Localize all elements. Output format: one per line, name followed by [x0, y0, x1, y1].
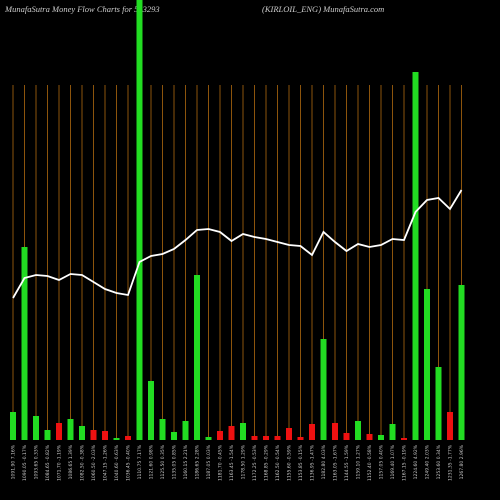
- x-tick-label: 1267.80 2.96%: [459, 444, 465, 479]
- x-tick-label: 1168.85 -0.29%: [264, 444, 270, 481]
- x-tick-label: 1036.45 -0.40%: [126, 444, 132, 481]
- bar: [228, 426, 235, 440]
- bar: [274, 436, 281, 440]
- x-tick-label: 1162.50 -0.54%: [275, 444, 281, 481]
- x-tick-label: 1090.05 -0.17%: [22, 444, 28, 481]
- x-tick-label: 1144.55 -1.59%: [344, 444, 350, 481]
- bar: [240, 423, 246, 440]
- chart-title: MunafaSutra Money Flow Charts for 533293: [4, 4, 160, 14]
- x-tick-label: 1186.65 2.28%: [195, 444, 201, 479]
- x-tick-label: 1187.05 0.03%: [206, 444, 212, 479]
- x-tick-label: 1224.60 4.92%: [413, 444, 419, 479]
- bar: [297, 437, 304, 440]
- bar: [79, 426, 85, 440]
- x-tick-label: 1167.15 -0.19%: [402, 444, 408, 481]
- x-tick-label: 1060.50 -2.03%: [91, 444, 97, 481]
- bar: [435, 367, 442, 440]
- bar: [67, 419, 74, 440]
- bar: [458, 285, 465, 440]
- bar: [286, 428, 292, 440]
- bar: [205, 437, 212, 440]
- x-tick-label: 1181.70 -0.45%: [218, 444, 224, 481]
- bar: [366, 434, 373, 440]
- x-tick-label: 1159.10 1.27%: [356, 444, 362, 479]
- x-tick-label: 1047.15 -1.26%: [103, 444, 109, 481]
- bar: [217, 431, 223, 440]
- bar: [171, 432, 177, 440]
- x-tick-label: 1093.65 0.33%: [34, 444, 40, 479]
- bar: [332, 423, 338, 440]
- chart-subtitle: (KIRLOIL_ENG) MunafaSutra.com: [262, 4, 384, 14]
- x-tick-label: 1135.05 0.85%: [172, 444, 178, 479]
- bar: [447, 412, 453, 440]
- bar: [320, 339, 327, 440]
- bar: [401, 438, 407, 440]
- bar: [424, 289, 430, 440]
- x-tick-label: 1121.60 0.98%: [149, 444, 155, 479]
- x-tick-label: 1155.60 -0.59%: [287, 444, 293, 481]
- bar: [21, 247, 28, 440]
- x-tick-label: 1157.05 0.40%: [379, 444, 385, 479]
- x-tick-label: 1253.60 0.34%: [436, 444, 442, 479]
- bar: [194, 275, 200, 440]
- bar: [378, 435, 384, 440]
- bar: [90, 430, 97, 440]
- bar: [389, 424, 396, 440]
- x-tick-label: 1172.25 -0.53%: [252, 444, 258, 481]
- bar: [136, 0, 143, 440]
- bar: [125, 436, 131, 440]
- x-tick-label: 1084.65 -0.82%: [45, 444, 51, 481]
- bar: [33, 416, 39, 440]
- x-tick-label: 1182.80 4.03%: [321, 444, 327, 479]
- x-tick-label: 1040.60 -0.63%: [114, 444, 120, 481]
- bar: [355, 421, 361, 440]
- x-tick-label: 1153.85 -0.15%: [298, 444, 304, 481]
- x-tick-label: 1136.95 -1.47%: [310, 444, 316, 481]
- x-tick-label: 1125.50 0.35%: [160, 444, 166, 479]
- x-tick-label: 1091.90 7.16%: [11, 444, 17, 479]
- x-tick-label: 1163.45 -1.54%: [229, 444, 235, 481]
- bar: [159, 419, 166, 440]
- money-flow-line: [12, 189, 463, 299]
- bar: [182, 421, 189, 440]
- x-tick-label: 1071.70 -1.19%: [57, 444, 63, 481]
- bar: [113, 438, 120, 440]
- bar: [10, 412, 16, 440]
- x-tick-label: 1231.35 -1.77%: [448, 444, 454, 481]
- bar: [56, 423, 62, 440]
- x-tick-label: 1160.15 2.21%: [183, 444, 189, 479]
- x-tick-label: 1086.65 1.39%: [68, 444, 74, 479]
- x-tick-label: 1169.40 1.07%: [390, 444, 396, 479]
- x-tick-label: 1110.75 7.17%: [137, 444, 143, 479]
- bar: [251, 436, 258, 440]
- bar: [263, 436, 269, 440]
- x-tick-label: 1249.40 2.03%: [425, 444, 431, 479]
- bar: [309, 424, 315, 440]
- x-tick-label: 1082.50 -0.38%: [80, 444, 86, 481]
- bar: [148, 381, 154, 440]
- bar: [44, 430, 51, 440]
- bar: [412, 72, 419, 440]
- x-tick-label: 1152.40 -0.58%: [367, 444, 373, 481]
- x-tick-label: 1163.05 -1.67%: [333, 444, 339, 481]
- x-tick-label: 1178.50 1.29%: [241, 444, 247, 479]
- bar: [102, 431, 108, 440]
- bar: [343, 433, 350, 440]
